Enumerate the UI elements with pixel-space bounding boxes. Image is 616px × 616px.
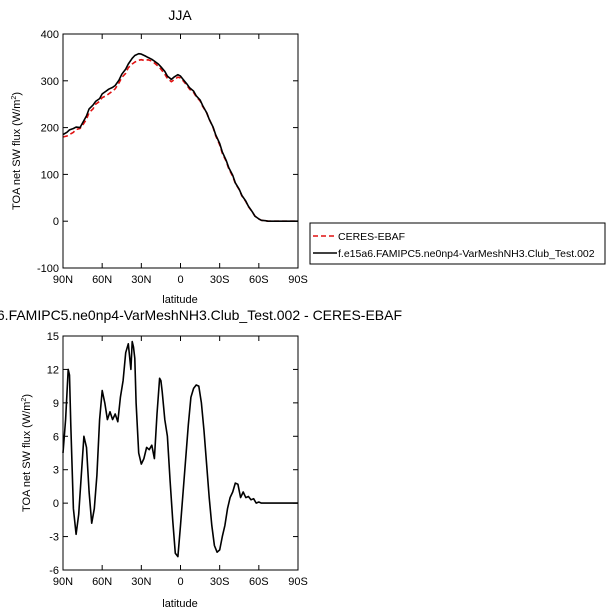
x-tick-label: 60N — [92, 576, 112, 588]
top-chart-series — [62, 52, 298, 222]
bottom-chart-y-label-sup: 2 — [21, 398, 28, 402]
bottom-chart-y-axis-label: TOA net SW flux (W/m2) — [21, 394, 33, 512]
y-tick-label: 6 — [53, 431, 59, 443]
legend-box — [309, 222, 606, 265]
y-tick-label: 0 — [53, 216, 59, 228]
x-tick-label: 30S — [210, 274, 230, 286]
top-chart-plot-frame — [62, 33, 299, 269]
y-tick-label: -3 — [49, 532, 59, 544]
bottom-chart-y-label-end: ) — [21, 394, 33, 398]
y-tick-label: 100 — [41, 169, 59, 181]
y-tick-label: 12 — [47, 364, 59, 376]
bottom-chart-x-axis-label: latitude — [162, 598, 197, 610]
series-line-1 — [62, 52, 298, 222]
top-chart-x-ticks: 90N 60N 30N 0 30S 60S 90S — [53, 34, 308, 286]
y-tick-label: -100 — [37, 263, 59, 275]
legend-label-ceres: CERES-EBAF — [338, 231, 405, 243]
y-tick-label: 9 — [53, 398, 59, 410]
x-tick-label: 60N — [92, 274, 112, 286]
x-tick-label: 90N — [53, 576, 73, 588]
bottom-chart-x-ticks: 90N 60N 30N 0 30S 60S 90S — [53, 336, 308, 588]
x-tick-label: 0 — [177, 576, 183, 588]
top-chart-y-label-main: TOA net SW flux (W/m — [11, 100, 23, 210]
y-tick-label: -6 — [49, 565, 59, 577]
x-tick-label: 90N — [53, 274, 73, 286]
x-tick-label: 90S — [288, 576, 308, 588]
x-tick-label: 30S — [210, 576, 230, 588]
top-chart-y-label-sup: 2 — [11, 96, 18, 100]
top-chart-x-axis-label: latitude — [162, 294, 197, 306]
bottom-chart: f.e15a6.FAMIPC5.ne0np4-VarMeshNH3.Club_T… — [0, 307, 402, 610]
series-line-0 — [62, 58, 298, 222]
x-tick-label: 0 — [177, 274, 183, 286]
bottom-chart-y-ticks: -6 -3 0 3 6 9 12 15 — [47, 331, 298, 577]
x-tick-label: 90S — [288, 274, 308, 286]
x-tick-label: 60S — [249, 274, 269, 286]
bottom-chart-title: f.e15a6.FAMIPC5.ne0np4-VarMeshNH3.Club_T… — [0, 307, 402, 323]
top-chart-y-label-end: ) — [11, 92, 23, 96]
bottom-chart-y-label-main: TOA net SW flux (W/m — [21, 402, 33, 512]
y-tick-label: 0 — [53, 498, 59, 510]
top-chart-title: JJA — [168, 7, 192, 23]
top-chart-legend: CERES-EBAF f.e15a6.FAMIPC5.ne0np4-VarMes… — [309, 222, 606, 265]
y-tick-label: 400 — [41, 29, 59, 41]
y-tick-label: 200 — [41, 123, 59, 135]
legend-label-model: f.e15a6.FAMIPC5.ne0np4-VarMeshNH3.Club_T… — [338, 248, 595, 260]
series-line-0 — [62, 340, 298, 558]
bottom-chart-series — [62, 340, 298, 558]
x-tick-label: 60S — [249, 576, 269, 588]
y-tick-label: 3 — [53, 465, 59, 477]
y-tick-label: 300 — [41, 76, 59, 88]
y-tick-label: 15 — [47, 331, 59, 343]
x-tick-label: 30N — [131, 576, 151, 588]
top-chart-y-axis-label: TOA net SW flux (W/m2) — [11, 92, 23, 210]
x-tick-label: 30N — [131, 274, 151, 286]
top-chart-y-ticks: -100 0 100 200 300 400 — [37, 29, 298, 275]
